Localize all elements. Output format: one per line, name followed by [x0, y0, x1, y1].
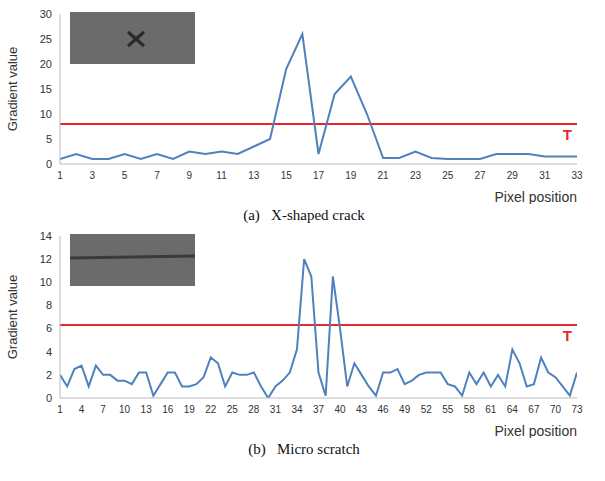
svg-text:9: 9 — [186, 170, 192, 181]
svg-text:15: 15 — [281, 170, 293, 181]
svg-text:73: 73 — [571, 404, 583, 415]
svg-text:20: 20 — [40, 58, 52, 70]
svg-text:33: 33 — [571, 170, 583, 181]
svg-text:1: 1 — [57, 170, 63, 181]
svg-text:61: 61 — [485, 404, 497, 415]
svg-text:19: 19 — [184, 404, 196, 415]
svg-text:10: 10 — [40, 108, 52, 120]
svg-text:27: 27 — [475, 170, 487, 181]
svg-text:31: 31 — [539, 170, 551, 181]
svg-text:T: T — [563, 327, 572, 344]
svg-text:43: 43 — [356, 404, 368, 415]
svg-text:34: 34 — [291, 404, 303, 415]
svg-text:21: 21 — [378, 170, 390, 181]
svg-text:52: 52 — [421, 404, 433, 415]
svg-text:55: 55 — [442, 404, 454, 415]
svg-text:30: 30 — [40, 8, 52, 20]
svg-text:13: 13 — [141, 404, 153, 415]
svg-text:37: 37 — [313, 404, 325, 415]
svg-text:8: 8 — [46, 299, 52, 311]
svg-text:19: 19 — [345, 170, 357, 181]
svg-text:3: 3 — [90, 170, 96, 181]
svg-text:40: 40 — [334, 404, 346, 415]
svg-text:25: 25 — [40, 33, 52, 45]
svg-text:7: 7 — [154, 170, 160, 181]
svg-text:17: 17 — [313, 170, 325, 181]
svg-text:11: 11 — [216, 170, 227, 181]
svg-text:31: 31 — [270, 404, 282, 415]
svg-text:6: 6 — [46, 322, 52, 334]
svg-text:70: 70 — [550, 404, 562, 415]
svg-text:58: 58 — [464, 404, 476, 415]
svg-text:25: 25 — [442, 170, 454, 181]
svg-text:Pixel position: Pixel position — [495, 423, 578, 438]
svg-text:Gradient value: Gradient value — [5, 275, 20, 360]
svg-text:23: 23 — [410, 170, 422, 181]
svg-text:0: 0 — [46, 392, 52, 404]
svg-text:Pixel position: Pixel position — [495, 189, 578, 204]
svg-text:22: 22 — [205, 404, 217, 415]
svg-text:0: 0 — [46, 158, 52, 170]
svg-text:12: 12 — [40, 253, 52, 265]
svg-text:29: 29 — [507, 170, 519, 181]
svg-text:4: 4 — [79, 404, 85, 415]
svg-text:Gradient value: Gradient value — [5, 47, 20, 132]
svg-text:15: 15 — [40, 83, 52, 95]
svg-text:5: 5 — [46, 133, 52, 145]
svg-text:13: 13 — [248, 170, 260, 181]
svg-text:10: 10 — [40, 276, 52, 288]
svg-text:5: 5 — [122, 170, 128, 181]
svg-text:2: 2 — [46, 369, 52, 381]
svg-text:28: 28 — [248, 404, 260, 415]
svg-text:7: 7 — [100, 404, 106, 415]
svg-text:T: T — [563, 126, 572, 143]
html-text:(b) Micro scratch: (b) Micro scratch — [248, 441, 360, 457]
svg-text:49: 49 — [399, 404, 411, 415]
svg-text:14: 14 — [40, 230, 52, 242]
html-text:(a) X-shaped crack: (a) X-shaped crack — [243, 207, 365, 223]
svg-text:25: 25 — [227, 404, 239, 415]
svg-text:4: 4 — [46, 346, 52, 358]
svg-text:16: 16 — [162, 404, 174, 415]
svg-text:64: 64 — [507, 404, 519, 415]
svg-text:1: 1 — [57, 404, 63, 415]
svg-text:67: 67 — [528, 404, 540, 415]
svg-text:10: 10 — [119, 404, 131, 415]
svg-text:46: 46 — [378, 404, 390, 415]
